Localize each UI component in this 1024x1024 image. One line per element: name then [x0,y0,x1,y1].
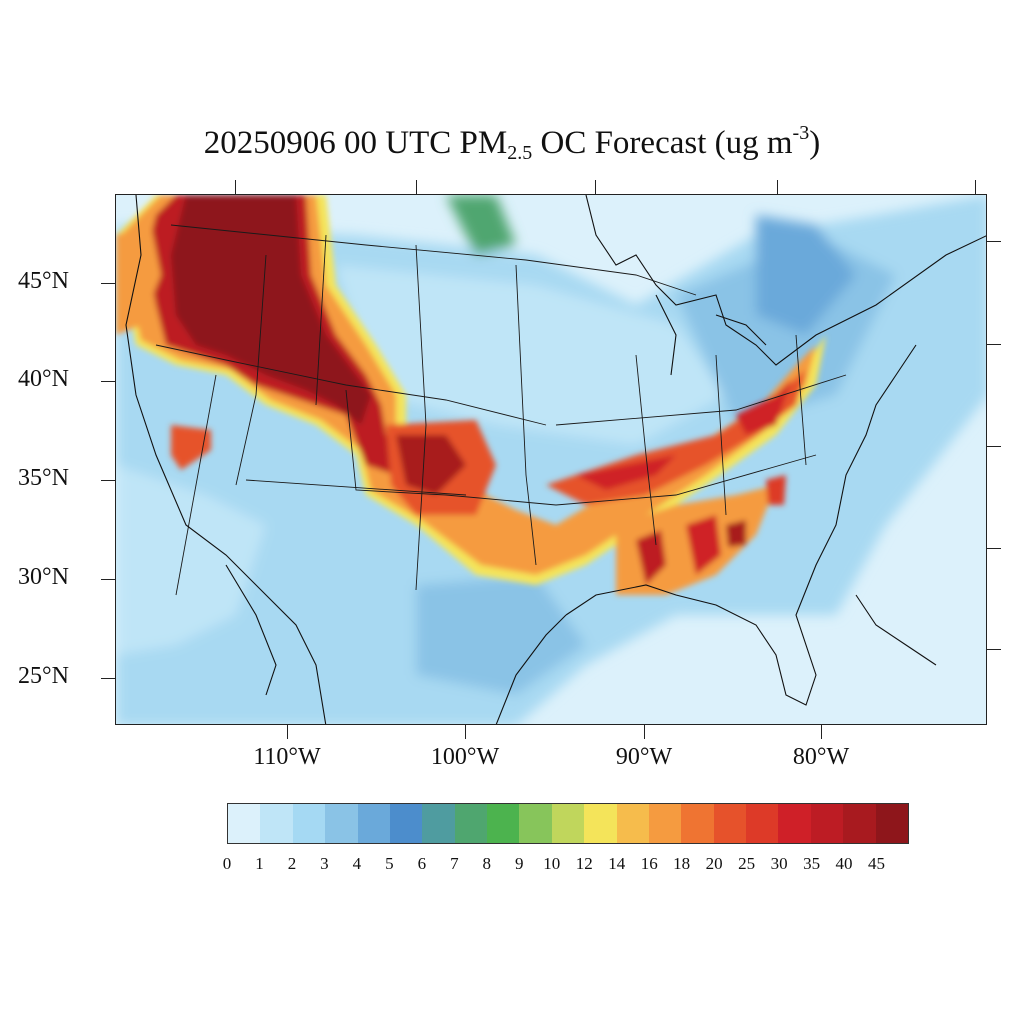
colorbar-tick-label: 14 [608,854,626,873]
colorbar-tick-label: 3 [320,854,329,873]
top-tick-5 [975,180,976,194]
state-boundaries [155,224,847,596]
colorbar-tick-label: 40 [835,854,853,873]
colorbar-tick-label: 18 [673,854,691,873]
smoke-plumes [116,195,826,595]
lon-label-90w: 90°W [615,744,673,770]
lat-label-40: 40°N [18,366,69,392]
colorbar-tick-label: 45 [868,854,886,873]
colorbar-tick-label: 9 [515,854,524,873]
map-title: 20250906 00 UTC PM2.5 OC Forecast (ug m-… [203,122,821,164]
right-tick-1 [987,241,1001,242]
colorbar-swatch [746,804,779,843]
colorbar-swatch [648,804,682,843]
bottom-tick-4 [821,725,822,739]
colorbar-tick-label: 2 [287,854,297,873]
colorbar-swatch [487,804,520,843]
colorbar [227,803,909,844]
left-tick-35 [101,480,115,481]
top-tick-2 [416,180,417,194]
bottom-tick-2 [465,725,466,739]
colorbar-swatch [778,804,811,843]
lat-label-30: 30°N [18,564,69,590]
top-tick-1 [235,180,236,194]
colorbar-swatch [713,804,746,843]
left-tick-25 [101,678,115,679]
colorbar-swatch [325,804,358,843]
colorbar-tick-label: 7 [450,854,459,873]
colorbar-swatch [810,804,844,843]
colorbar-swatch [584,804,617,843]
colorbar-tick-label: 1 [255,854,264,873]
colorbar-swatch [875,804,908,843]
right-tick-2 [987,344,1001,345]
bottom-tick-3 [644,725,645,739]
concentration-field [116,195,986,724]
forecast-map [115,194,987,725]
colorbar-tick-label: 35 [803,854,821,873]
colorbar-swatch [551,804,585,843]
colorbar-swatch [422,804,455,843]
right-tick-3 [987,446,1001,447]
colorbar-tick-label: 8 [482,854,492,873]
colorbar-tick-label: 20 [705,854,723,873]
lat-label-45: 45°N [18,268,69,294]
colorbar-tick-label: 16 [640,854,658,873]
colorbar-tick-label: 4 [352,854,362,873]
lon-label-100w: 100°W [430,744,500,770]
colorbar-swatch [616,804,649,843]
left-tick-40 [101,381,115,382]
colorbar-tick-label: 10 [543,854,561,873]
top-tick-3 [595,180,596,194]
colorbar-swatch [389,804,423,843]
colorbar-swatch [681,804,714,843]
bottom-tick-1 [287,725,288,739]
colorbar-tick-label: 30 [770,854,788,873]
left-tick-30 [101,579,115,580]
colorbar-swatch [292,804,326,843]
colorbar-swatch [454,804,487,843]
right-tick-4 [987,548,1001,549]
left-tick-45 [101,283,115,284]
colorbar-swatch [519,804,552,843]
coastlines [125,195,986,724]
colorbar-tick-label: 0 [222,854,232,873]
colorbar-swatch [843,804,876,843]
lon-label-110w: 110°W [253,744,321,770]
lat-label-35: 35°N [18,465,69,491]
colorbar-swatch [228,804,261,843]
top-tick-4 [777,180,778,194]
lon-label-80w: 80°W [792,744,850,770]
land-baseline-field [116,195,986,724]
colorbar-tick-label: 5 [385,854,394,873]
colorbar-swatch [260,804,293,843]
right-tick-5 [987,649,1001,650]
colorbar-tick-label: 12 [575,854,593,873]
colorbar-tick-label: 25 [738,854,756,873]
colorbar-swatch [357,804,390,843]
lat-label-25: 25°N [18,663,69,689]
colorbar-tick-label: 6 [417,854,427,873]
